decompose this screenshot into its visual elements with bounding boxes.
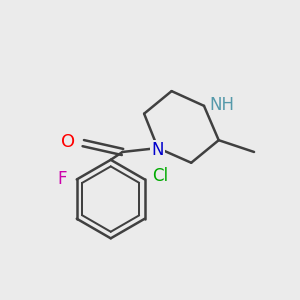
Text: N: N — [152, 141, 164, 159]
Text: O: O — [61, 133, 75, 151]
Text: NH: NH — [210, 96, 235, 114]
Text: Cl: Cl — [153, 167, 169, 184]
Text: F: F — [57, 170, 67, 188]
